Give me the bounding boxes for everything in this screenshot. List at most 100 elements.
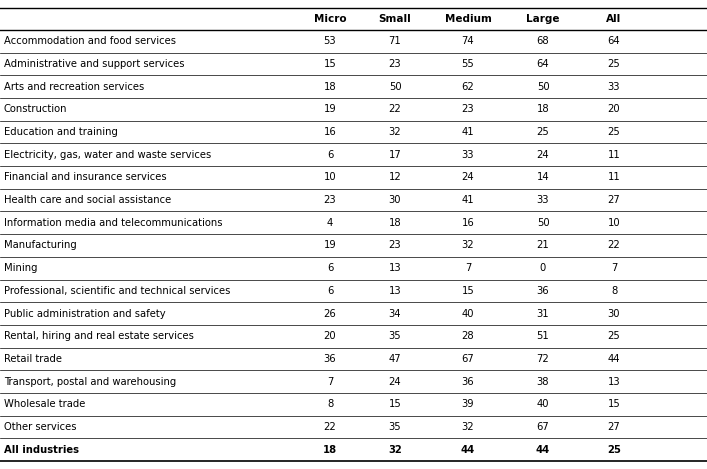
Text: Accommodation and food services: Accommodation and food services	[4, 36, 176, 46]
Text: 25: 25	[607, 331, 620, 341]
Text: 6: 6	[327, 286, 333, 296]
Text: Administrative and support services: Administrative and support services	[4, 59, 185, 69]
Text: 13: 13	[389, 286, 402, 296]
Text: Micro: Micro	[314, 14, 346, 24]
Text: 25: 25	[537, 127, 549, 137]
Text: Small: Small	[379, 14, 411, 24]
Text: 17: 17	[389, 150, 402, 160]
Text: 19: 19	[324, 241, 337, 250]
Text: 18: 18	[324, 82, 337, 92]
Text: 11: 11	[607, 150, 620, 160]
Text: 33: 33	[462, 150, 474, 160]
Text: 62: 62	[462, 82, 474, 92]
Text: 8: 8	[327, 399, 333, 409]
Text: 64: 64	[537, 59, 549, 69]
Text: 15: 15	[462, 286, 474, 296]
Text: 24: 24	[462, 173, 474, 182]
Text: 64: 64	[608, 36, 620, 46]
Text: 50: 50	[537, 218, 549, 228]
Text: 44: 44	[536, 445, 550, 454]
Text: 4: 4	[327, 218, 333, 228]
Text: Arts and recreation services: Arts and recreation services	[4, 82, 144, 92]
Text: 16: 16	[462, 218, 474, 228]
Text: 10: 10	[324, 173, 337, 182]
Text: 22: 22	[607, 241, 620, 250]
Text: 30: 30	[608, 309, 620, 318]
Text: 15: 15	[324, 59, 337, 69]
Text: 20: 20	[608, 105, 620, 114]
Text: 0: 0	[540, 263, 546, 273]
Text: Large: Large	[526, 14, 560, 24]
Text: 19: 19	[324, 105, 337, 114]
Text: 20: 20	[324, 331, 337, 341]
Text: 27: 27	[607, 422, 620, 432]
Text: 36: 36	[537, 286, 549, 296]
Text: 71: 71	[389, 36, 402, 46]
Text: 25: 25	[607, 127, 620, 137]
Text: Other services: Other services	[4, 422, 76, 432]
Text: 33: 33	[608, 82, 620, 92]
Text: 26: 26	[324, 309, 337, 318]
Text: 7: 7	[611, 263, 617, 273]
Text: 32: 32	[462, 422, 474, 432]
Text: Mining: Mining	[4, 263, 37, 273]
Text: 7: 7	[327, 377, 333, 386]
Text: 51: 51	[537, 331, 549, 341]
Text: Education and training: Education and training	[4, 127, 118, 137]
Text: 15: 15	[607, 399, 620, 409]
Text: 36: 36	[462, 377, 474, 386]
Text: Manufacturing: Manufacturing	[4, 241, 77, 250]
Text: 33: 33	[537, 195, 549, 205]
Text: 44: 44	[461, 445, 475, 454]
Text: 28: 28	[462, 331, 474, 341]
Text: Medium: Medium	[445, 14, 491, 24]
Text: Retail trade: Retail trade	[4, 354, 62, 364]
Text: 34: 34	[389, 309, 402, 318]
Text: 38: 38	[537, 377, 549, 386]
Text: 39: 39	[462, 399, 474, 409]
Text: 32: 32	[388, 445, 402, 454]
Text: 55: 55	[462, 59, 474, 69]
Text: 41: 41	[462, 195, 474, 205]
Text: 25: 25	[607, 445, 621, 454]
Text: 22: 22	[389, 105, 402, 114]
Text: 72: 72	[537, 354, 549, 364]
Text: 23: 23	[324, 195, 337, 205]
Text: 13: 13	[389, 263, 402, 273]
Text: 11: 11	[607, 173, 620, 182]
Text: Construction: Construction	[4, 105, 67, 114]
Text: 15: 15	[389, 399, 402, 409]
Text: 44: 44	[608, 354, 620, 364]
Text: Rental, hiring and real estate services: Rental, hiring and real estate services	[4, 331, 194, 341]
Text: Financial and insurance services: Financial and insurance services	[4, 173, 167, 182]
Text: 18: 18	[323, 445, 337, 454]
Text: 24: 24	[537, 150, 549, 160]
Text: 32: 32	[462, 241, 474, 250]
Text: 53: 53	[324, 36, 337, 46]
Text: Public administration and safety: Public administration and safety	[4, 309, 165, 318]
Text: 41: 41	[462, 127, 474, 137]
Text: All: All	[607, 14, 621, 24]
Text: Transport, postal and warehousing: Transport, postal and warehousing	[4, 377, 176, 386]
Text: 23: 23	[389, 59, 402, 69]
Text: 68: 68	[537, 36, 549, 46]
Text: 67: 67	[462, 354, 474, 364]
Text: 23: 23	[462, 105, 474, 114]
Text: 36: 36	[324, 354, 337, 364]
Text: 23: 23	[389, 241, 402, 250]
Text: 40: 40	[462, 309, 474, 318]
Text: 31: 31	[537, 309, 549, 318]
Text: 12: 12	[389, 173, 402, 182]
Text: 74: 74	[462, 36, 474, 46]
Text: 40: 40	[537, 399, 549, 409]
Text: 13: 13	[608, 377, 620, 386]
Text: 47: 47	[389, 354, 402, 364]
Text: 24: 24	[389, 377, 402, 386]
Text: Professional, scientific and technical services: Professional, scientific and technical s…	[4, 286, 230, 296]
Text: 10: 10	[608, 218, 620, 228]
Text: 27: 27	[607, 195, 620, 205]
Text: 30: 30	[389, 195, 402, 205]
Text: 14: 14	[537, 173, 549, 182]
Text: Information media and telecommunications: Information media and telecommunications	[4, 218, 223, 228]
Text: 50: 50	[389, 82, 402, 92]
